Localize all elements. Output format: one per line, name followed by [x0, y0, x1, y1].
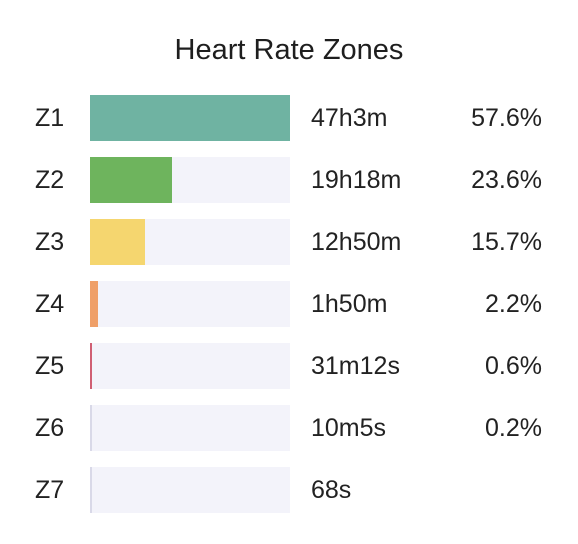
zone-row-z5: Z5 31m12s 0.6%: [0, 343, 578, 389]
zone-bar: [90, 281, 98, 327]
zone-percent: 57.6%: [471, 95, 542, 141]
zone-bar: [90, 157, 172, 203]
zone-duration: 47h3m: [311, 95, 387, 141]
zone-row-z7: Z7 68s: [0, 467, 578, 513]
zone-bar-track: [90, 95, 290, 141]
zone-label: Z1: [35, 95, 64, 141]
zone-bar-track: [90, 281, 290, 327]
zone-duration: 19h18m: [311, 157, 401, 203]
zone-duration: 12h50m: [311, 219, 401, 265]
zone-bar: [90, 405, 92, 451]
zone-bar: [90, 95, 290, 141]
zone-label: Z7: [35, 467, 64, 513]
zone-bar-track: [90, 219, 290, 265]
zone-percent: 15.7%: [471, 219, 542, 265]
zone-duration: 31m12s: [311, 343, 400, 389]
zone-percent: 23.6%: [471, 157, 542, 203]
zone-duration: 1h50m: [311, 281, 387, 327]
zone-duration: 68s: [311, 467, 351, 513]
zone-bar-track: [90, 467, 290, 513]
zone-row-z6: Z6 10m5s 0.2%: [0, 405, 578, 451]
chart-title: Heart Rate Zones: [0, 30, 578, 70]
zone-bar: [90, 343, 92, 389]
zone-duration: 10m5s: [311, 405, 386, 451]
zone-label: Z6: [35, 405, 64, 451]
zone-percent: 0.2%: [485, 405, 542, 451]
zone-row-z1: Z1 47h3m 57.6%: [0, 95, 578, 141]
zone-percent: 2.2%: [485, 281, 542, 327]
zone-bar: [90, 467, 92, 513]
zone-label: Z5: [35, 343, 64, 389]
zone-label: Z2: [35, 157, 64, 203]
zone-bar-track: [90, 405, 290, 451]
zone-row-z2: Z2 19h18m 23.6%: [0, 157, 578, 203]
zone-row-z3: Z3 12h50m 15.7%: [0, 219, 578, 265]
zone-bar-track: [90, 343, 290, 389]
zone-percent: 0.6%: [485, 343, 542, 389]
zone-bar-track: [90, 157, 290, 203]
zone-label: Z4: [35, 281, 64, 327]
zone-row-z4: Z4 1h50m 2.2%: [0, 281, 578, 327]
zone-bar: [90, 219, 145, 265]
zone-label: Z3: [35, 219, 64, 265]
